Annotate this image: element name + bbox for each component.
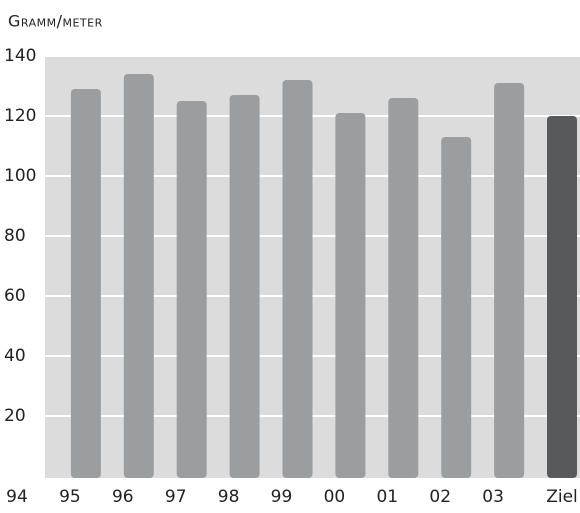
y-axis-label: Gramm/meter [8, 12, 103, 31]
x-tick-label: 97 [165, 487, 187, 507]
x-tick-label: Ziel [546, 487, 578, 507]
y-tick-label: 100 [4, 166, 36, 186]
y-tick-label: 20 [4, 406, 26, 426]
bar [494, 83, 525, 478]
y-tick-label: 40 [4, 346, 26, 366]
bar [229, 95, 260, 478]
bar [441, 137, 472, 478]
y-tick-label: 140 [4, 46, 36, 66]
x-tick-label: 94 [6, 487, 28, 507]
x-tick-label: 96 [112, 487, 134, 507]
x-tick-label: 03 [482, 487, 504, 507]
y-tick-label: 80 [4, 226, 26, 246]
bar [282, 80, 313, 478]
bar [547, 116, 577, 478]
bar [335, 113, 366, 478]
x-tick-label: 99 [271, 487, 293, 507]
x-tick-label: 98 [218, 487, 240, 507]
bar [388, 98, 419, 478]
x-tick-label: 00 [324, 487, 346, 507]
x-tick-label: 01 [376, 487, 398, 507]
y-tick-label: 60 [4, 286, 26, 306]
bar [123, 74, 154, 478]
bar [70, 89, 101, 478]
bar [176, 101, 207, 478]
x-tick-label: 95 [59, 487, 81, 507]
y-tick-label: 120 [4, 106, 36, 126]
x-tick-label: 02 [429, 487, 451, 507]
